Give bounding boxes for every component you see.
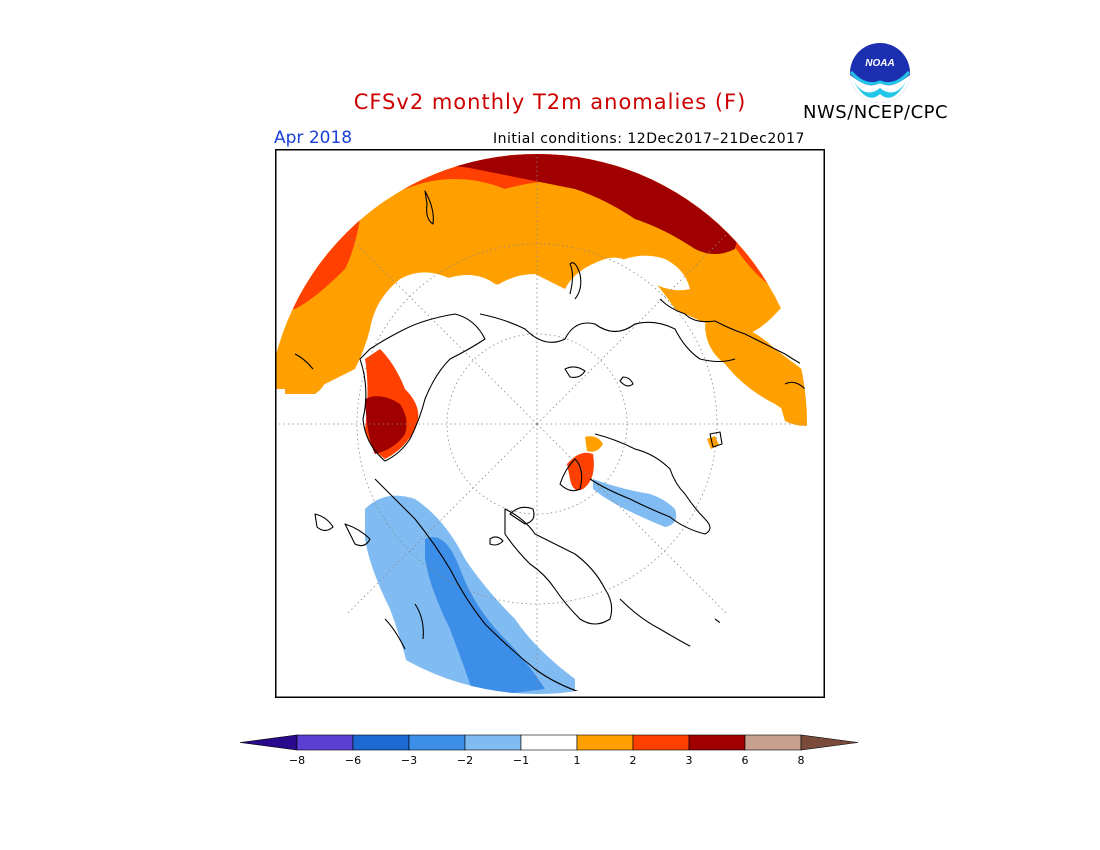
colorbar-tick-label: 1 <box>574 754 581 767</box>
colorbar-arrow-low <box>239 734 298 751</box>
graticule <box>275 154 807 694</box>
colorbar-tick-label: −8 <box>289 754 305 767</box>
colorbar-tick-label: 3 <box>686 754 693 767</box>
colorbar-labels: −8 −6 −3 −2 −1 1 2 3 6 8 <box>289 754 805 767</box>
colorbar-tick-label: −3 <box>401 754 417 767</box>
colorbar-tick-label: −1 <box>513 754 529 767</box>
noaa-logo-icon: NOAA <box>850 43 910 103</box>
colorbar-tick-label: −2 <box>457 754 473 767</box>
colorbar-swatch <box>688 734 746 751</box>
map-frame <box>275 149 825 698</box>
colorbar-swatch <box>520 734 578 751</box>
colorbar-swatch <box>632 734 690 751</box>
colorbar-swatch <box>576 734 634 751</box>
svg-text:NOAA: NOAA <box>865 58 894 69</box>
colorbar-tick-label: 6 <box>742 754 749 767</box>
colorbar-swatch <box>408 734 466 751</box>
colorbar-tick-label: 8 <box>798 754 805 767</box>
colorbar-arrow-high <box>800 734 859 751</box>
colorbar-swatch <box>744 734 802 751</box>
cool-anomaly-regions <box>365 479 740 694</box>
colorbar-tick-label: 2 <box>630 754 637 767</box>
polar-anomaly-map <box>275 149 825 698</box>
colorbar-swatch <box>296 734 354 751</box>
colorbar-swatches <box>239 734 859 751</box>
colorbar-swatch <box>352 734 410 751</box>
colorbar-tick-label: −6 <box>345 754 361 767</box>
anomaly-colorbar: −8 −6 −3 −2 −1 1 2 3 6 8 <box>239 734 859 767</box>
chart-title: CFSv2 monthly T2m anomalies (F) <box>353 90 747 114</box>
initial-conditions-label: Initial conditions: 12Dec2017–21Dec2017 <box>493 131 805 147</box>
coastlines <box>294 190 807 694</box>
forecast-month: Apr 2018 <box>274 128 353 148</box>
agency-label: NWS/NCEP/CPC <box>803 102 949 123</box>
colorbar-swatch <box>464 734 522 751</box>
